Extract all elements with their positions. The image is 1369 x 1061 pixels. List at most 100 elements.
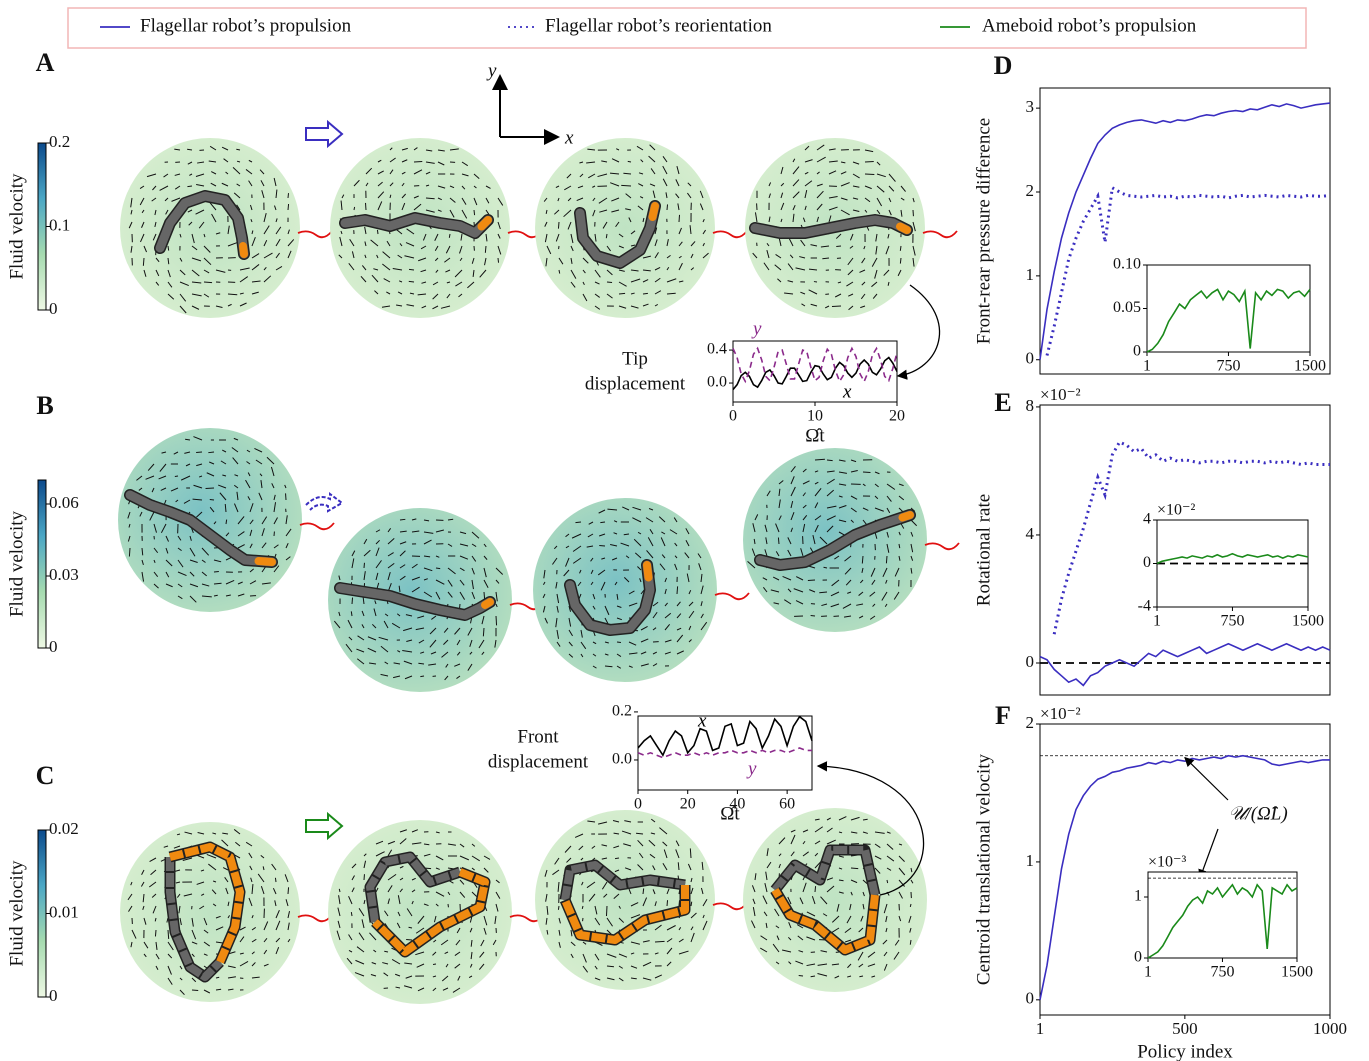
robot-body <box>750 215 912 238</box>
flow-arrow <box>817 963 828 966</box>
flow-arrow <box>637 205 644 211</box>
flow-arrow <box>348 636 353 641</box>
flow-arrow <box>363 853 367 857</box>
flow-arrow <box>420 651 425 654</box>
flow-arrow <box>840 182 850 187</box>
flow-arrow <box>649 529 654 535</box>
flow-arrow <box>858 591 864 596</box>
flow-arrow <box>544 221 548 227</box>
colorbar-tick-label: 0 <box>49 637 58 656</box>
flow-arrow <box>418 257 427 262</box>
flow-arrow <box>848 293 854 297</box>
flow-arrow <box>861 567 864 574</box>
flow-arrow <box>662 156 668 163</box>
flow-arrow <box>555 617 558 628</box>
flow-arrow <box>161 451 167 454</box>
flow-arrow <box>395 986 401 989</box>
flow-arrow <box>764 549 768 557</box>
flow-arrow <box>163 845 169 848</box>
flow-arrow <box>495 903 499 912</box>
flow-arrow <box>826 489 835 497</box>
flow-arrow <box>545 917 548 925</box>
flow-arrow <box>441 975 449 982</box>
flow-arrow <box>397 911 401 917</box>
flow-arrow <box>674 555 678 559</box>
flow-arrow <box>587 148 596 151</box>
flow-arrow <box>357 635 365 641</box>
flow-arrow <box>275 937 281 943</box>
flow-arrow <box>473 197 478 206</box>
flow-arrow <box>874 843 881 848</box>
flow-arrow <box>449 209 455 218</box>
flow-arrow <box>459 257 463 262</box>
legend-frame <box>67 7 1307 49</box>
flow-arrow <box>170 487 179 492</box>
x-tick-label: 10 <box>807 408 823 425</box>
flow-arrow <box>167 281 173 288</box>
flow-arrow <box>843 615 852 618</box>
flow-arrow <box>483 543 487 548</box>
flow-arrow <box>616 665 622 669</box>
flow-arrow <box>685 528 690 535</box>
flow-arrow <box>754 514 759 521</box>
flow-arrow <box>628 641 637 646</box>
flow-arrow <box>568 617 572 627</box>
flow-arrow <box>128 905 133 912</box>
flow-arrow <box>386 240 391 247</box>
flow-arrow <box>177 595 183 600</box>
flow-arrow <box>676 650 684 655</box>
flow-arrow <box>898 879 905 887</box>
flow-arrow <box>582 953 587 963</box>
flow-arrow <box>876 209 881 215</box>
flow-arrow <box>850 879 858 884</box>
flow-arrow <box>179 233 182 238</box>
flow-arrow <box>677 203 680 211</box>
flow-arrow <box>687 863 692 871</box>
flow-arrow <box>467 281 475 289</box>
flow-arrow <box>484 245 487 253</box>
flow-arrow <box>227 901 230 907</box>
flow-arrow <box>378 636 389 641</box>
flow-arrow <box>544 617 548 624</box>
flow-arrow <box>882 567 888 578</box>
flow-arrow <box>434 233 439 241</box>
flow-arrow <box>130 941 133 948</box>
flow-arrow <box>910 543 914 553</box>
flow-arrow <box>275 189 278 199</box>
flow-arrow <box>193 484 203 489</box>
flow-arrow <box>795 960 804 965</box>
flow-arrow <box>250 218 253 223</box>
flow-arrow <box>417 915 425 924</box>
flow-arrow <box>433 915 437 923</box>
flow-arrow <box>642 292 648 295</box>
flow-arrow <box>675 193 680 199</box>
flow-arrow <box>361 265 367 271</box>
flow-arrow <box>178 905 181 914</box>
flow-arrow <box>401 182 405 187</box>
flow-arrow <box>552 869 560 876</box>
flow-arrow <box>625 193 632 199</box>
flow-arrow <box>287 250 292 259</box>
flow-arrow <box>847 591 852 594</box>
flow-arrow <box>849 233 854 241</box>
flow-arrow <box>367 647 377 653</box>
flow-arrow <box>782 575 792 581</box>
flow-arrow <box>800 548 804 557</box>
flow-arrow <box>847 975 852 978</box>
flow-arrow <box>128 547 131 557</box>
flow-arrow <box>654 239 658 247</box>
flow-arrow <box>607 508 618 511</box>
flow-arrow <box>697 553 702 559</box>
flow-arrow <box>248 897 253 907</box>
flow-arrow <box>189 559 198 563</box>
flow-arrow <box>497 245 502 255</box>
flow-arrow <box>545 257 548 267</box>
flow-arrow <box>871 257 878 267</box>
flow-arrow <box>702 920 708 931</box>
flow-arrow <box>792 213 795 223</box>
flow-arrow <box>826 515 836 521</box>
flow-arrow <box>558 917 561 924</box>
flow-arrow <box>182 857 193 861</box>
flow-arrow <box>675 179 680 187</box>
flow-arrow <box>614 869 620 873</box>
